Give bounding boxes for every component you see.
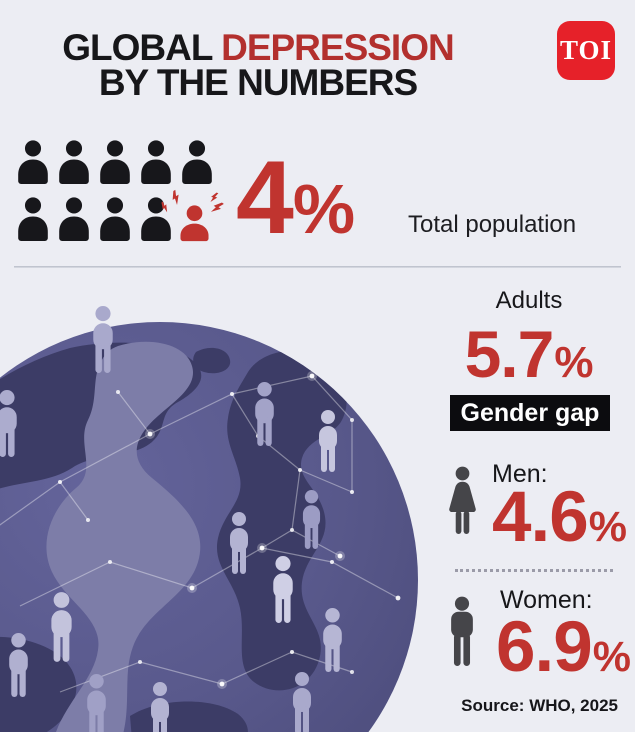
adults-label: Adults	[495, 287, 563, 314]
gender-gap-badge-label: Gender gap	[460, 398, 600, 427]
person-icon	[59, 197, 89, 241]
person-icon	[141, 140, 171, 184]
adults-value: 5.7 %	[440, 317, 618, 391]
title-line2: BY THE NUMBERS	[98, 62, 418, 103]
title-global: GLOBAL	[62, 27, 222, 68]
person-icon	[59, 140, 89, 184]
women-number: 6.9	[496, 608, 593, 687]
person-icon	[141, 197, 171, 241]
title-depression: DEPRESSION	[221, 27, 455, 68]
total-population-value: 4 %	[236, 140, 356, 256]
person-icon	[182, 140, 212, 184]
man-icon	[445, 596, 479, 668]
adults-percent-sign: %	[554, 338, 594, 387]
men-percent-sign: %	[588, 503, 627, 551]
toi-logo-text: TOI	[559, 35, 613, 65]
person-icon	[18, 140, 48, 184]
woman-icon	[446, 466, 479, 536]
total-population-label: Total population	[408, 211, 577, 238]
men-number: 4.6	[492, 478, 589, 557]
toi-logo: TOI	[557, 21, 615, 80]
men-value: 4.6 %	[492, 478, 627, 557]
adults-number: 5.7	[464, 317, 555, 391]
dotted-divider	[455, 569, 613, 572]
women-percent-sign: %	[592, 633, 631, 681]
person-icon	[100, 197, 130, 241]
network-nodes	[58, 371, 401, 689]
men-label: Men:	[492, 460, 548, 488]
women-value: 6.9 %	[496, 608, 631, 687]
section-divider	[14, 266, 621, 268]
person-icon	[18, 197, 48, 241]
population-pictogram	[18, 140, 225, 242]
page-title: GLOBAL DEPRESSION BY THE NUMBERS	[0, 27, 516, 103]
person-icon	[100, 140, 130, 184]
lightning-icon	[168, 189, 183, 206]
source-note: Source: WHO, 2025	[461, 696, 618, 715]
lightning-icon	[209, 199, 225, 216]
lightning-icon	[209, 191, 219, 204]
globe-continents	[0, 341, 347, 732]
gender-gap-badge: Gender gap	[450, 395, 610, 431]
total-percent-sign: %	[292, 170, 356, 248]
women-label: Women:	[500, 586, 593, 614]
total-value: 4	[236, 140, 294, 256]
network-lines	[0, 375, 399, 693]
